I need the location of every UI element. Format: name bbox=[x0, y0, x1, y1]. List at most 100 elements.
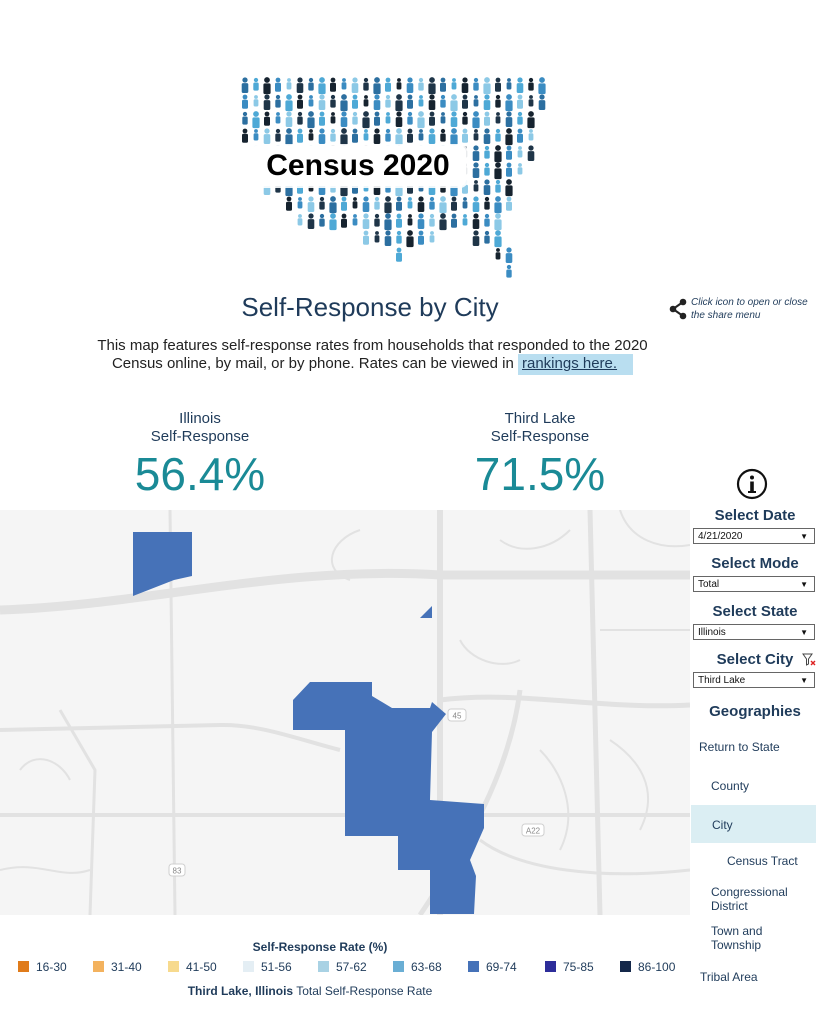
person-figure bbox=[517, 163, 523, 175]
legend-item-63-68[interactable]: 63-68 bbox=[393, 960, 442, 974]
clear-filter-icon[interactable] bbox=[802, 653, 816, 667]
info-icon[interactable] bbox=[736, 468, 768, 500]
geo-county[interactable]: County bbox=[711, 779, 750, 793]
person-figure bbox=[462, 128, 468, 143]
city-kpi-name: Third Lake bbox=[504, 410, 576, 427]
rankings-link[interactable]: rankings here. bbox=[518, 354, 634, 375]
person-figure bbox=[384, 230, 392, 246]
person-figure bbox=[385, 94, 391, 108]
person-figure bbox=[440, 77, 446, 92]
person-figure bbox=[450, 111, 458, 127]
census-logo-text: Census 2020 bbox=[250, 146, 466, 186]
city-map[interactable]: 45 A22 83 bbox=[0, 510, 690, 915]
legend-item-41-50[interactable]: 41-50 bbox=[168, 960, 217, 974]
legend-label: 63-68 bbox=[411, 960, 442, 974]
person-figure bbox=[384, 196, 392, 214]
person-figure bbox=[308, 95, 314, 107]
person-figure bbox=[494, 230, 502, 248]
select-mode-dropdown[interactable]: Total ▼ bbox=[693, 576, 815, 592]
person-figure bbox=[396, 78, 402, 90]
person-figure bbox=[407, 94, 413, 109]
city-region-third-lake[interactable] bbox=[293, 682, 484, 914]
share-icon[interactable] bbox=[668, 298, 688, 320]
person-figure bbox=[472, 213, 480, 229]
geo-return-to-state[interactable]: Return to State bbox=[699, 740, 780, 754]
geo-city-selected-highlight[interactable] bbox=[691, 805, 816, 843]
person-figure bbox=[494, 213, 502, 231]
person-figure bbox=[505, 111, 513, 127]
person-figure bbox=[473, 77, 479, 91]
legend-item-57-62[interactable]: 57-62 bbox=[318, 960, 367, 974]
legend-swatch bbox=[243, 961, 254, 972]
person-figure bbox=[329, 196, 337, 214]
legend-label: 75-85 bbox=[563, 960, 594, 974]
geo-city[interactable]: City bbox=[712, 818, 733, 832]
person-figure bbox=[517, 146, 523, 158]
select-city-label: Select City bbox=[716, 651, 794, 668]
person-figure bbox=[461, 77, 469, 93]
person-figure bbox=[373, 128, 381, 144]
person-figure bbox=[417, 213, 425, 229]
legend-swatch bbox=[393, 961, 404, 972]
person-figure bbox=[538, 77, 546, 95]
person-figure bbox=[462, 214, 468, 226]
highway-label-45: 45 bbox=[453, 712, 462, 721]
person-figure bbox=[362, 111, 370, 129]
person-figure bbox=[484, 230, 490, 244]
person-figure bbox=[418, 95, 424, 107]
legend-label: 31-40 bbox=[111, 960, 142, 974]
person-figure bbox=[396, 213, 402, 228]
person-figure bbox=[352, 111, 358, 125]
person-figure bbox=[264, 111, 270, 126]
select-date-dropdown[interactable]: 4/21/2020 ▼ bbox=[693, 528, 815, 544]
legend-item-51-56[interactable]: 51-56 bbox=[243, 960, 292, 974]
select-date-value: 4/21/2020 bbox=[698, 531, 743, 542]
person-figure bbox=[429, 111, 435, 126]
legend-item-86-100[interactable]: 86-100 bbox=[620, 960, 675, 974]
person-figure bbox=[275, 94, 281, 108]
person-figure bbox=[506, 145, 512, 160]
person-figure bbox=[308, 129, 314, 141]
geo-tribal-area[interactable]: Tribal Area bbox=[700, 970, 758, 984]
person-figure bbox=[527, 145, 535, 161]
highway-label-83: 83 bbox=[173, 867, 182, 876]
city-region-north[interactable] bbox=[133, 532, 192, 596]
legend-label: 69-74 bbox=[486, 960, 517, 974]
person-figure bbox=[517, 111, 523, 125]
state-kpi-name: Illinois bbox=[179, 410, 221, 427]
person-figure bbox=[517, 128, 523, 143]
person-figure bbox=[528, 129, 534, 141]
geo-census-tract[interactable]: Census Tract bbox=[727, 854, 798, 868]
geo-town-and-township[interactable]: Town and Township bbox=[711, 924, 763, 952]
person-figure bbox=[319, 213, 325, 227]
select-state-dropdown[interactable]: Illinois ▼ bbox=[693, 624, 815, 640]
legend-item-75-85[interactable]: 75-85 bbox=[545, 960, 594, 974]
share-button[interactable]: Click icon to open or close the share me… bbox=[668, 296, 808, 326]
person-figure bbox=[462, 111, 468, 125]
person-figure bbox=[285, 128, 293, 146]
legend-swatch bbox=[93, 961, 104, 972]
person-figure bbox=[495, 128, 501, 142]
city-region-small[interactable] bbox=[420, 606, 432, 618]
person-figure bbox=[340, 128, 348, 146]
city-kpi-value: 71.5% bbox=[474, 448, 606, 500]
legend-item-16-30[interactable]: 16-30 bbox=[18, 960, 67, 974]
legend-label: 41-50 bbox=[186, 960, 217, 974]
person-figure bbox=[275, 112, 281, 124]
person-figure bbox=[297, 197, 303, 209]
select-city-dropdown[interactable]: Third Lake ▼ bbox=[693, 672, 815, 688]
legend-swatch bbox=[168, 961, 179, 972]
legend-title: Self-Response Rate (%) bbox=[252, 940, 388, 954]
person-figure bbox=[263, 94, 271, 110]
legend-item-31-40[interactable]: 31-40 bbox=[93, 960, 142, 974]
person-figure bbox=[428, 128, 436, 144]
city-kpi-label: Self-Response bbox=[490, 428, 590, 445]
person-figure bbox=[429, 213, 435, 227]
person-figure bbox=[374, 111, 380, 126]
geo-congressional-district[interactable]: Congressional District bbox=[711, 885, 788, 913]
chevron-down-icon: ▼ bbox=[800, 532, 808, 541]
caption-rest: Total Self-Response Rate bbox=[293, 984, 433, 998]
person-figure bbox=[395, 94, 403, 112]
person-figure bbox=[319, 196, 325, 210]
legend-item-69-74[interactable]: 69-74 bbox=[468, 960, 517, 974]
